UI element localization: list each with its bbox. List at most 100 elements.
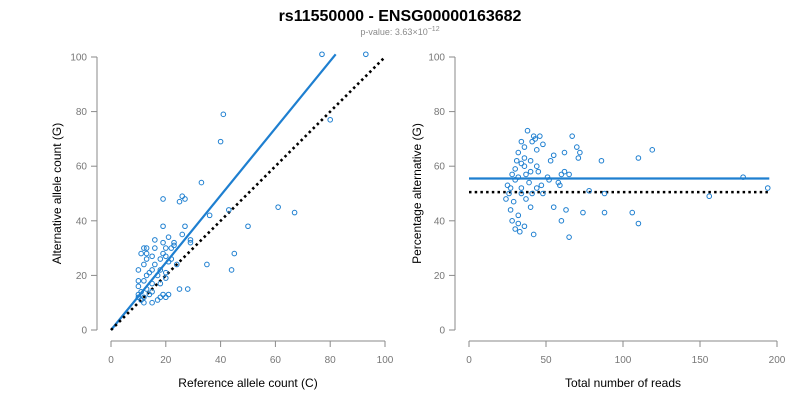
right-x-tick-label: 150	[692, 355, 709, 366]
right-data-point	[524, 127, 531, 134]
right-data-point	[601, 209, 608, 216]
right-data-point	[510, 198, 517, 205]
left-data-point	[138, 250, 144, 257]
left-data-point	[206, 212, 213, 219]
right-data-point	[533, 163, 540, 169]
left-x-tick-label: 60	[270, 355, 282, 366]
left-reference-line	[110, 56, 386, 331]
right-data-point	[515, 220, 522, 227]
subtitle-exponent: −12	[428, 26, 440, 33]
right-data-point	[527, 204, 534, 210]
right-data-point	[518, 138, 525, 145]
right-data-point	[586, 187, 592, 194]
left-data-point	[160, 239, 166, 246]
left-data-point	[160, 291, 166, 298]
left-data-point	[163, 269, 169, 276]
left-data-point	[182, 196, 188, 202]
left-y-tick-label: 0	[81, 326, 87, 337]
left-data-point	[184, 286, 191, 292]
left-x-tick-label: 80	[325, 355, 337, 366]
left-data-point	[152, 261, 158, 268]
right-data-point	[507, 185, 514, 191]
right-y-tick-label: 20	[434, 271, 446, 282]
left-data-point	[173, 261, 180, 268]
left-data-point	[154, 297, 161, 303]
left-data-point	[141, 261, 147, 268]
left-data-point	[149, 267, 155, 273]
right-data-point	[706, 193, 713, 200]
left-data-point	[168, 245, 175, 251]
left-data-point	[176, 198, 183, 205]
right-data-point	[515, 149, 522, 156]
right-data-point	[506, 190, 512, 197]
left-data-point	[149, 299, 155, 306]
left-data-point	[319, 51, 325, 58]
right-data-point	[515, 174, 522, 180]
right-data-point	[530, 231, 537, 238]
right-data-point	[740, 174, 746, 180]
left-data-point	[135, 267, 142, 273]
right-data-point	[566, 234, 572, 240]
right-data-point	[649, 147, 656, 153]
left-data-point	[220, 111, 227, 118]
right-data-point	[504, 182, 511, 189]
right-data-point	[527, 157, 534, 164]
right-data-point	[635, 155, 642, 161]
left-data-point	[141, 299, 147, 306]
left-data-point	[143, 245, 150, 251]
left-data-point	[198, 179, 205, 186]
right-data-point	[507, 207, 514, 213]
right-y-tick-label: 60	[434, 162, 446, 173]
left-data-point	[143, 286, 150, 292]
left-data-point	[135, 291, 142, 298]
right-data-point	[521, 163, 528, 169]
right-data-point	[512, 226, 519, 232]
right-data-point	[601, 190, 608, 197]
left-data-point	[231, 250, 238, 257]
right-data-point	[764, 185, 771, 191]
right-data-point	[521, 155, 528, 161]
right-data-point	[512, 177, 519, 183]
left-data-point	[204, 261, 210, 268]
left-data-point	[182, 223, 188, 230]
left-x-tick-label: 100	[377, 355, 394, 366]
right-data-point	[533, 185, 540, 191]
right-data-point	[523, 196, 529, 202]
left-data-point	[176, 286, 183, 292]
left-x-tick-label: 20	[160, 355, 172, 366]
left-data-point	[171, 239, 177, 246]
left-data-point	[179, 193, 186, 200]
right-data-point	[513, 157, 520, 164]
right-data-point	[537, 133, 543, 139]
right-data-point	[521, 223, 528, 230]
right-data-point	[577, 149, 583, 156]
right-data-point	[629, 209, 636, 216]
right-data-point	[558, 218, 565, 224]
right-data-point	[555, 179, 562, 186]
right-data-point	[529, 190, 535, 197]
left-data-point	[146, 269, 153, 276]
left-data-point	[165, 234, 172, 240]
chart-subtitle: p-value: 3.63×10−12	[360, 26, 439, 37]
left-data-point	[187, 239, 194, 246]
right-data-point	[515, 212, 522, 219]
left-data-point	[154, 272, 161, 279]
right-data-point	[566, 171, 572, 178]
right-data-point	[550, 204, 557, 210]
right-data-point	[561, 149, 568, 156]
right-data-point	[503, 196, 509, 202]
left-x-tick-label: 0	[108, 355, 114, 366]
right-data-point	[580, 209, 586, 216]
left-y-tick-label: 60	[76, 162, 88, 173]
right-x-tick-label: 100	[615, 355, 632, 366]
right-data-point	[533, 147, 540, 153]
left-data-point	[163, 245, 169, 251]
right-y-tick-label: 100	[428, 53, 445, 64]
left-data-point	[143, 256, 150, 262]
right-data-point	[575, 155, 582, 161]
right-data-point	[547, 157, 554, 164]
left-data-point	[275, 204, 281, 210]
right-x-tick-label: 0	[466, 355, 472, 366]
chart-title: rs11550000 - ENSG00000163682	[279, 8, 522, 25]
